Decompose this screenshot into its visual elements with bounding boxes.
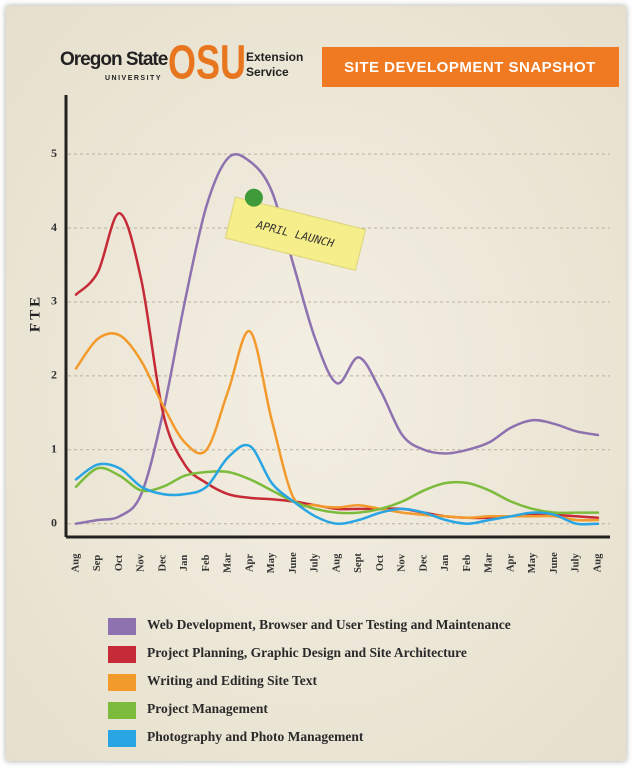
legend-swatch	[108, 674, 136, 691]
x-tick-label: Mar	[484, 553, 495, 573]
x-tick-label: Apr	[244, 554, 255, 572]
y-tick-label: 4	[51, 220, 57, 234]
x-tick-label: Jan	[440, 555, 451, 572]
x-tick-label: July	[571, 553, 582, 573]
x-tick-label: Apr	[505, 554, 516, 572]
y-tick-label: 1	[51, 442, 57, 456]
y-tick-label: 0	[51, 515, 57, 529]
line	[74, 466, 600, 515]
x-tick-label: Aug	[70, 553, 81, 572]
logo-svc: Service	[246, 65, 289, 79]
sticky-note: APRIL LAUNCH	[224, 188, 367, 271]
legend: Web Development, Browser and User Testin…	[108, 617, 511, 747]
logo-sub: UNIVERSITY	[105, 75, 162, 82]
x-tick-label: Nov	[397, 553, 408, 572]
y-axis-label: FTE	[27, 294, 43, 332]
legend-label: Project Planning, Graphic Design and Sit…	[147, 645, 467, 660]
x-tick-label: Sep	[92, 555, 103, 572]
note	[224, 196, 367, 271]
plot: 0 1 2 3 4 5 Aug Sep Oct Nov Dec Jan Feb Mar Apr May June…	[51, 146, 610, 574]
y-tick-label: 5	[51, 146, 57, 160]
x-tick-label: Oct	[114, 554, 125, 571]
legend-swatch	[108, 702, 136, 719]
x-tick-label: Oct	[375, 554, 386, 571]
legend-label: Project Management	[147, 701, 268, 716]
x-tick-label: Feb	[201, 554, 212, 571]
y-tick-label: 3	[51, 294, 57, 308]
title-banner	[322, 47, 619, 87]
legend-swatch	[108, 730, 136, 747]
legend-label: Web Development, Browser and User Testin…	[147, 617, 511, 632]
line	[74, 153, 600, 525]
x-tick-label: June	[549, 552, 560, 574]
x-tick-label: Sept	[353, 553, 364, 573]
x-tick-label: July	[310, 553, 321, 573]
logo-name: Oregon State	[60, 49, 168, 70]
x-tick-label: Aug	[592, 553, 603, 572]
logo-mark: OSU	[168, 36, 246, 89]
legend-swatch	[108, 646, 136, 663]
x-tick-label: Mar	[223, 553, 234, 573]
pin	[244, 188, 263, 207]
x-tick-label: May	[527, 552, 538, 573]
x-tick-label: Aug	[331, 553, 342, 572]
x-tick-label: May	[266, 552, 277, 573]
logo-ext: Extension	[246, 50, 303, 64]
y-tick-label: 2	[51, 368, 57, 382]
poster	[6, 6, 626, 761]
x-tick-label: Jan	[179, 555, 190, 572]
legend-label: Writing and Editing Site Text	[147, 673, 318, 688]
legend-label: Photography and Photo Management	[147, 729, 364, 744]
legend-swatch	[108, 618, 136, 635]
x-tick-label: Nov	[136, 553, 147, 572]
x-tick-label: Feb	[462, 554, 473, 571]
x-tick-label: Dec	[418, 554, 429, 571]
x-tick-label: June	[288, 552, 299, 574]
chart-title: SITE DEVELOPMENT SNAPSHOT	[344, 59, 596, 76]
line	[74, 443, 600, 526]
x-tick-label: Dec	[157, 554, 168, 571]
